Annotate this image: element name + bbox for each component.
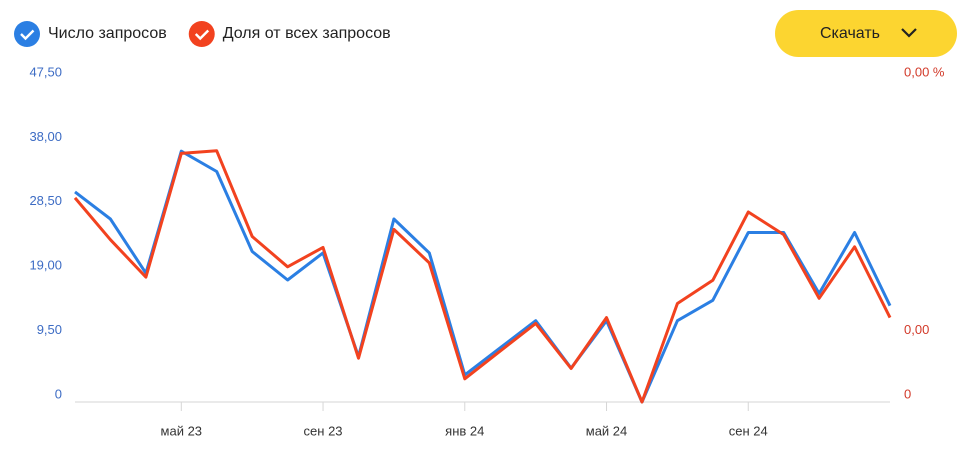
y2-tick-label: 0,00 %: [904, 64, 945, 79]
y-tick-label: 47,50: [29, 64, 62, 79]
legend-checkbox[interactable]: [188, 21, 215, 47]
legend-check[interactable]: [194, 29, 210, 41]
legend-label[interactable]: Число запросов: [48, 25, 167, 42]
x-tick-label: сен 23: [304, 423, 343, 438]
legend-label[interactable]: Доля от всех запросов: [223, 25, 391, 42]
download-button[interactable]: Скачать: [775, 10, 957, 57]
button-background[interactable]: [775, 10, 957, 57]
y2-tick-label: 0,00: [904, 322, 929, 337]
legend-checkbox[interactable]: [14, 21, 40, 47]
x-tick-label: май 24: [586, 423, 628, 438]
y2-tick-label: 0: [904, 386, 911, 401]
y-tick-label: 28,50: [29, 193, 62, 208]
x-tick-label: май 23: [161, 423, 203, 438]
y-tick-label: 0: [55, 386, 62, 401]
legend-check[interactable]: [20, 29, 35, 41]
chevron-icon[interactable]: [901, 28, 917, 38]
button-label[interactable]: Скачать: [820, 25, 880, 42]
x-tick-label: сен 24: [729, 423, 768, 438]
y-tick-label: 19,00: [29, 258, 62, 273]
y-tick-label: 9,50: [37, 322, 62, 337]
y-tick-label: 38,00: [29, 129, 62, 144]
series-line: [74, 149, 892, 404]
series-line: [73, 149, 892, 404]
x-tick-label: янв 24: [445, 423, 484, 438]
